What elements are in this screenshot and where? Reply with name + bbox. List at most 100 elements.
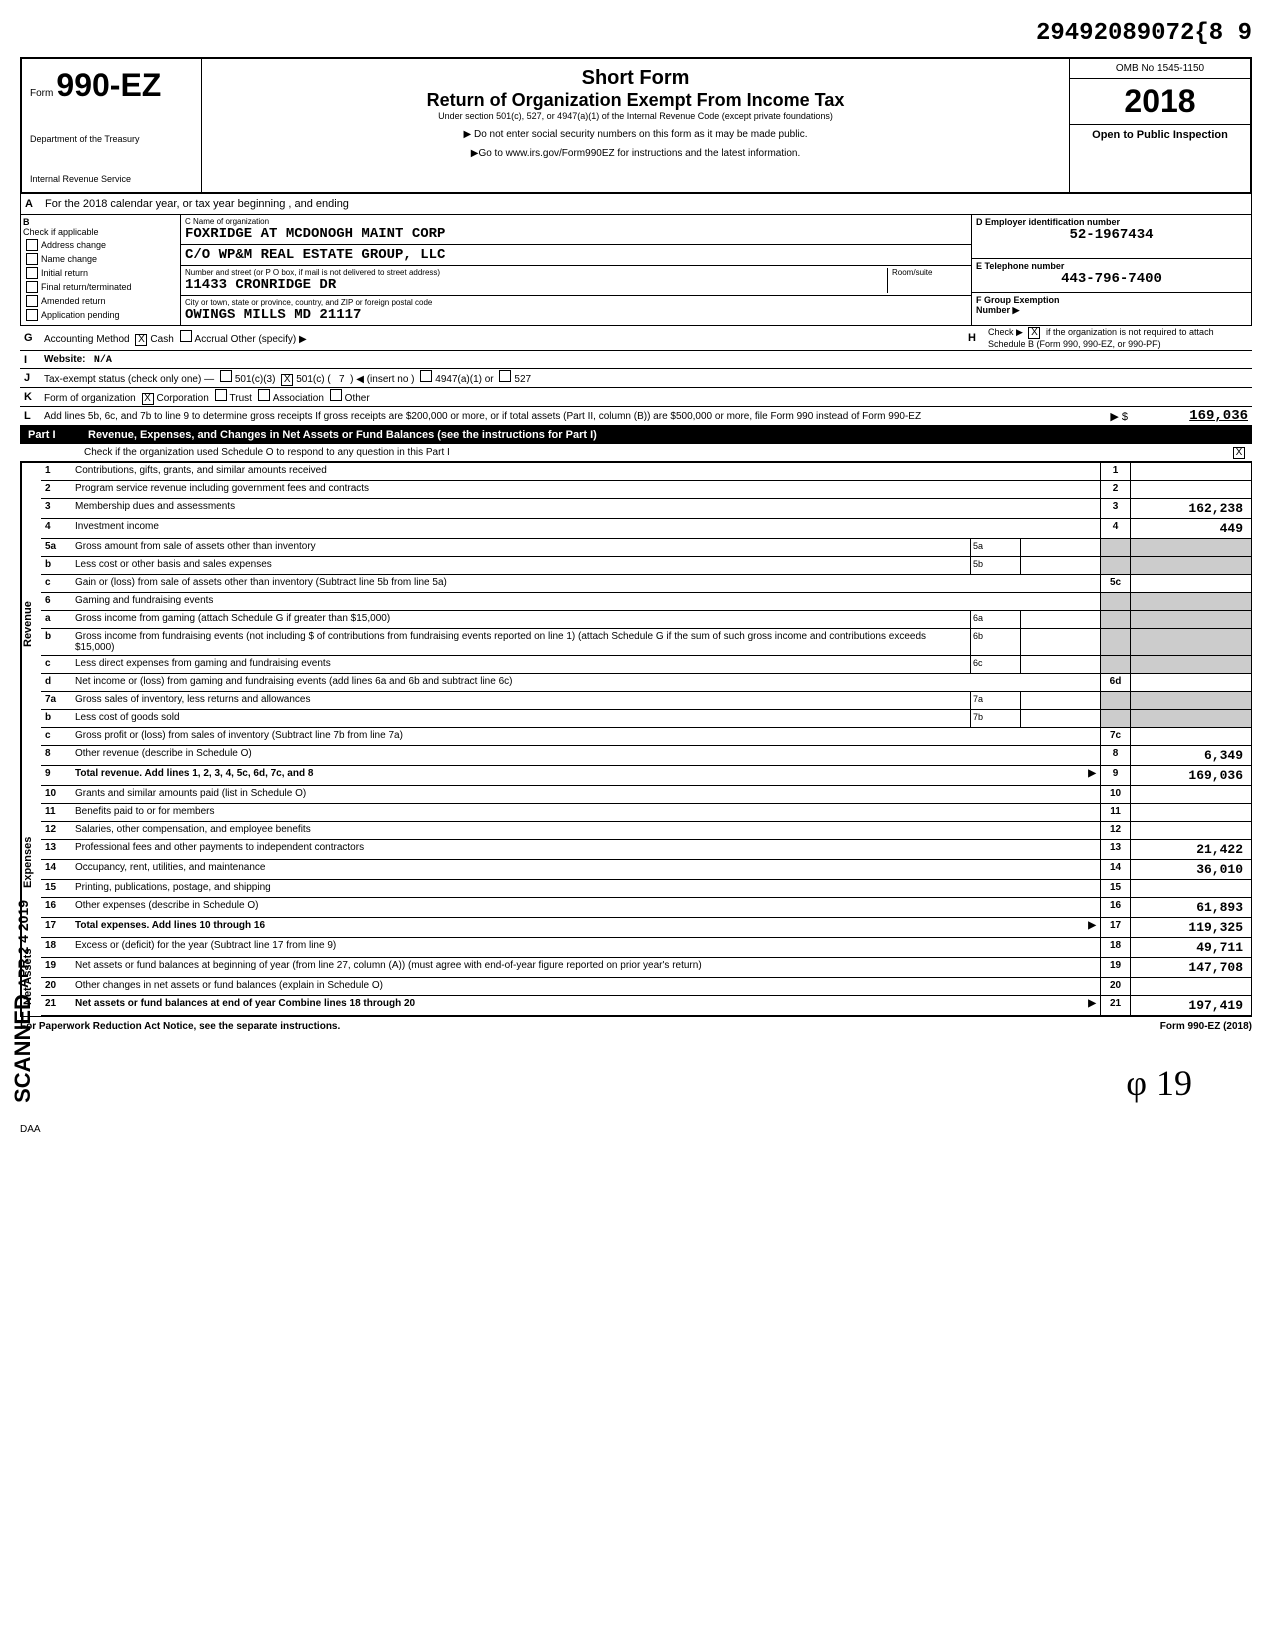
line-j-letter: J bbox=[24, 372, 44, 384]
short-form-title: Short Form bbox=[210, 67, 1061, 90]
row-desc: Gross income from fundraising events (no… bbox=[71, 629, 971, 655]
row-amount: 36,010 bbox=[1131, 860, 1251, 879]
checkbox-cash[interactable]: X bbox=[135, 334, 147, 346]
table-row: 14Occupancy, rent, utilities, and mainte… bbox=[41, 860, 1251, 880]
checkbox-sched-o[interactable]: X bbox=[1233, 447, 1245, 459]
checkbox-addr-change[interactable] bbox=[26, 239, 38, 251]
row-amount bbox=[1131, 575, 1251, 592]
row-numcol: 16 bbox=[1101, 898, 1131, 917]
row-num: 9 bbox=[41, 766, 71, 785]
checkbox-name-change[interactable] bbox=[26, 253, 38, 265]
checkbox-final[interactable] bbox=[26, 281, 38, 293]
row-amount bbox=[1131, 880, 1251, 897]
row-amount: 21,422 bbox=[1131, 840, 1251, 859]
part1-header: Part I Revenue, Expenses, and Changes in… bbox=[20, 426, 1252, 444]
checkbox-501c3[interactable] bbox=[220, 370, 232, 382]
table-row: bLess cost or other basis and sales expe… bbox=[41, 557, 1251, 575]
checkbox-501c[interactable]: X bbox=[281, 374, 293, 386]
row-numcol: 18 bbox=[1101, 938, 1131, 957]
row-amount bbox=[1131, 463, 1251, 480]
city-label: City or town, state or province, country… bbox=[185, 298, 967, 307]
row-desc: Excess or (deficit) for the year (Subtra… bbox=[71, 938, 1101, 957]
row-num: 8 bbox=[41, 746, 71, 765]
org-addr: 11433 CRONRIDGE DR bbox=[185, 277, 887, 293]
row-numcol: 9 bbox=[1101, 766, 1131, 785]
room-label: Room/suite bbox=[892, 268, 967, 277]
form-instruct1: ▶ Do not enter social security numbers o… bbox=[210, 129, 1061, 140]
checkbox-pending[interactable] bbox=[26, 309, 38, 321]
row-numcol: 17 bbox=[1101, 918, 1131, 937]
table-row: 9Total revenue. Add lines 1, 2, 3, 4, 5c… bbox=[41, 766, 1251, 786]
tax-year: 2018 bbox=[1070, 79, 1250, 125]
checkbox-accrual[interactable] bbox=[180, 330, 192, 342]
form-dept2: Internal Revenue Service bbox=[30, 174, 193, 184]
checkbox-4947[interactable] bbox=[420, 370, 432, 382]
form-number: 990-EZ bbox=[56, 67, 161, 103]
table-row: aGross income from gaming (attach Schedu… bbox=[41, 611, 1251, 629]
row-num: 21 bbox=[41, 996, 71, 1015]
org-name1: FOXRIDGE AT MCDONOGH MAINT CORP bbox=[185, 226, 967, 242]
checkbox-trust[interactable] bbox=[215, 389, 227, 401]
line-k-letter: K bbox=[24, 391, 44, 403]
row-amount bbox=[1131, 822, 1251, 839]
website-value: N/A bbox=[94, 355, 112, 366]
table-row: 19Net assets or fund balances at beginni… bbox=[41, 958, 1251, 978]
table-row: cGain or (loss) from sale of assets othe… bbox=[41, 575, 1251, 593]
table-row: 21Net assets or fund balances at end of … bbox=[41, 996, 1251, 1016]
row-desc: Salaries, other compensation, and employ… bbox=[71, 822, 1101, 839]
row-desc: Contributions, gifts, grants, and simila… bbox=[71, 463, 1101, 480]
row-amount bbox=[1131, 481, 1251, 498]
org-city: OWINGS MILLS MD 21117 bbox=[185, 307, 967, 323]
row-amount bbox=[1131, 728, 1251, 745]
daa: DAA bbox=[20, 1124, 1252, 1135]
main-table: Revenue1Contributions, gifts, grants, an… bbox=[20, 462, 1252, 1017]
row-numcol: 1 bbox=[1101, 463, 1131, 480]
phone-label: E Telephone number bbox=[976, 261, 1247, 271]
row-numcol: 3 bbox=[1101, 499, 1131, 518]
footer-right: Form 990-EZ (2018) bbox=[1160, 1021, 1252, 1032]
checkbox-527[interactable] bbox=[499, 370, 511, 382]
row-desc: Occupancy, rent, utilities, and maintena… bbox=[71, 860, 1101, 879]
row-desc: Other revenue (describe in Schedule O) bbox=[71, 746, 1101, 765]
checkbox-initial[interactable] bbox=[26, 267, 38, 279]
checkbox-assoc[interactable] bbox=[258, 389, 270, 401]
row-num: d bbox=[41, 674, 71, 691]
row-num: 1 bbox=[41, 463, 71, 480]
row-numcol: 20 bbox=[1101, 978, 1131, 995]
checkbox-amended[interactable] bbox=[26, 295, 38, 307]
row-amount: 169,036 bbox=[1131, 766, 1251, 785]
row-box: 6a bbox=[971, 611, 1021, 628]
row-box: 5b bbox=[971, 557, 1021, 574]
row-num: 4 bbox=[41, 519, 71, 538]
line-l-letter: L bbox=[24, 410, 44, 422]
row-amount: 147,708 bbox=[1131, 958, 1251, 977]
row-desc: Less cost of goods sold bbox=[71, 710, 971, 727]
row-numcol: 7c bbox=[1101, 728, 1131, 745]
form-header: Form 990-EZ Department of the Treasury I… bbox=[20, 57, 1252, 194]
checkbox-corp[interactable]: X bbox=[142, 393, 154, 405]
long-form-title: Return of Organization Exempt From Incom… bbox=[210, 90, 1061, 111]
row-amount: 197,419 bbox=[1131, 996, 1251, 1015]
row-numcol: 19 bbox=[1101, 958, 1131, 977]
row-amount bbox=[1131, 786, 1251, 803]
table-row: bGross income from fundraising events (n… bbox=[41, 629, 1251, 656]
row-desc: Program service revenue including govern… bbox=[71, 481, 1101, 498]
table-row: 3Membership dues and assessments3162,238 bbox=[41, 499, 1251, 519]
row-numcol: 10 bbox=[1101, 786, 1131, 803]
row-numcol: 15 bbox=[1101, 880, 1131, 897]
row-amount: 61,893 bbox=[1131, 898, 1251, 917]
row-numcol: 11 bbox=[1101, 804, 1131, 821]
row-desc: Net income or (loss) from gaming and fun… bbox=[71, 674, 1101, 691]
row-num: c bbox=[41, 728, 71, 745]
row-numcol: 8 bbox=[1101, 746, 1131, 765]
row-desc: Gross income from gaming (attach Schedul… bbox=[71, 611, 971, 628]
checkbox-other[interactable] bbox=[330, 389, 342, 401]
row-numcol: 6d bbox=[1101, 674, 1131, 691]
checkbox-sched-b[interactable]: X bbox=[1028, 327, 1040, 339]
org-name2: C/O WP&M REAL ESTATE GROUP, LLC bbox=[185, 247, 967, 263]
line-g-letter: G bbox=[24, 332, 44, 344]
row-numcol: 2 bbox=[1101, 481, 1131, 498]
row-num: 5a bbox=[41, 539, 71, 556]
check-header: Check if applicable bbox=[23, 227, 178, 237]
form-instruct2: ▶Go to www.irs.gov/Form990EZ for instruc… bbox=[210, 148, 1061, 159]
